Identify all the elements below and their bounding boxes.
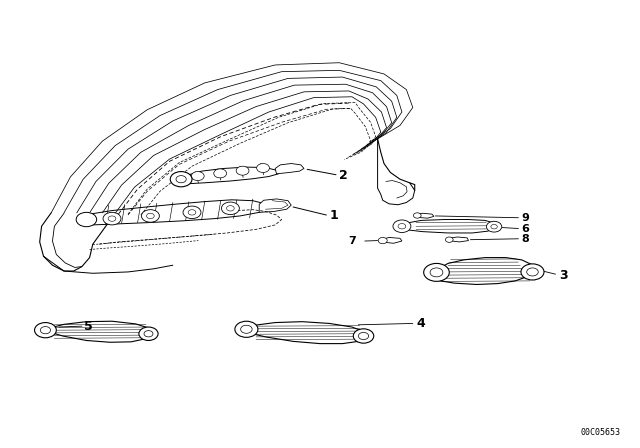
Circle shape bbox=[183, 206, 201, 219]
Circle shape bbox=[393, 220, 411, 233]
Circle shape bbox=[188, 210, 196, 215]
Circle shape bbox=[430, 268, 443, 277]
Circle shape bbox=[378, 237, 387, 244]
Circle shape bbox=[221, 202, 239, 215]
Circle shape bbox=[413, 213, 421, 218]
Circle shape bbox=[257, 164, 269, 172]
Text: 00C05653: 00C05653 bbox=[581, 428, 621, 437]
Polygon shape bbox=[259, 199, 291, 212]
Circle shape bbox=[176, 176, 186, 183]
Circle shape bbox=[141, 210, 159, 222]
Polygon shape bbox=[178, 167, 278, 184]
Polygon shape bbox=[82, 200, 268, 225]
Circle shape bbox=[76, 212, 97, 227]
Circle shape bbox=[236, 166, 249, 175]
Polygon shape bbox=[415, 213, 434, 218]
Polygon shape bbox=[275, 164, 304, 174]
Text: 9: 9 bbox=[522, 213, 529, 223]
Circle shape bbox=[353, 329, 374, 343]
Polygon shape bbox=[435, 258, 534, 284]
Polygon shape bbox=[381, 237, 402, 243]
Circle shape bbox=[241, 325, 252, 333]
Text: 6: 6 bbox=[522, 224, 529, 234]
Circle shape bbox=[398, 224, 406, 229]
Circle shape bbox=[108, 216, 116, 221]
Circle shape bbox=[491, 224, 497, 229]
Circle shape bbox=[191, 172, 204, 181]
Text: 8: 8 bbox=[522, 234, 529, 244]
Circle shape bbox=[486, 221, 502, 232]
Circle shape bbox=[214, 169, 227, 178]
Circle shape bbox=[445, 237, 453, 242]
Circle shape bbox=[227, 206, 234, 211]
Circle shape bbox=[147, 213, 154, 219]
Polygon shape bbox=[245, 322, 366, 344]
Text: 7: 7 bbox=[349, 236, 356, 246]
Polygon shape bbox=[44, 321, 152, 342]
Text: 1: 1 bbox=[330, 209, 339, 223]
Polygon shape bbox=[400, 220, 496, 233]
Circle shape bbox=[103, 212, 121, 225]
Circle shape bbox=[424, 263, 449, 281]
Text: 2: 2 bbox=[339, 169, 348, 182]
Circle shape bbox=[40, 327, 51, 334]
Circle shape bbox=[235, 321, 258, 337]
Text: 4: 4 bbox=[416, 317, 425, 331]
Circle shape bbox=[35, 323, 56, 338]
Circle shape bbox=[170, 172, 192, 187]
Polygon shape bbox=[448, 237, 468, 242]
Circle shape bbox=[358, 332, 369, 340]
Circle shape bbox=[144, 331, 153, 337]
Text: 3: 3 bbox=[559, 268, 567, 282]
Text: 5: 5 bbox=[84, 320, 93, 333]
Circle shape bbox=[527, 268, 538, 276]
Circle shape bbox=[521, 264, 544, 280]
Circle shape bbox=[139, 327, 158, 340]
